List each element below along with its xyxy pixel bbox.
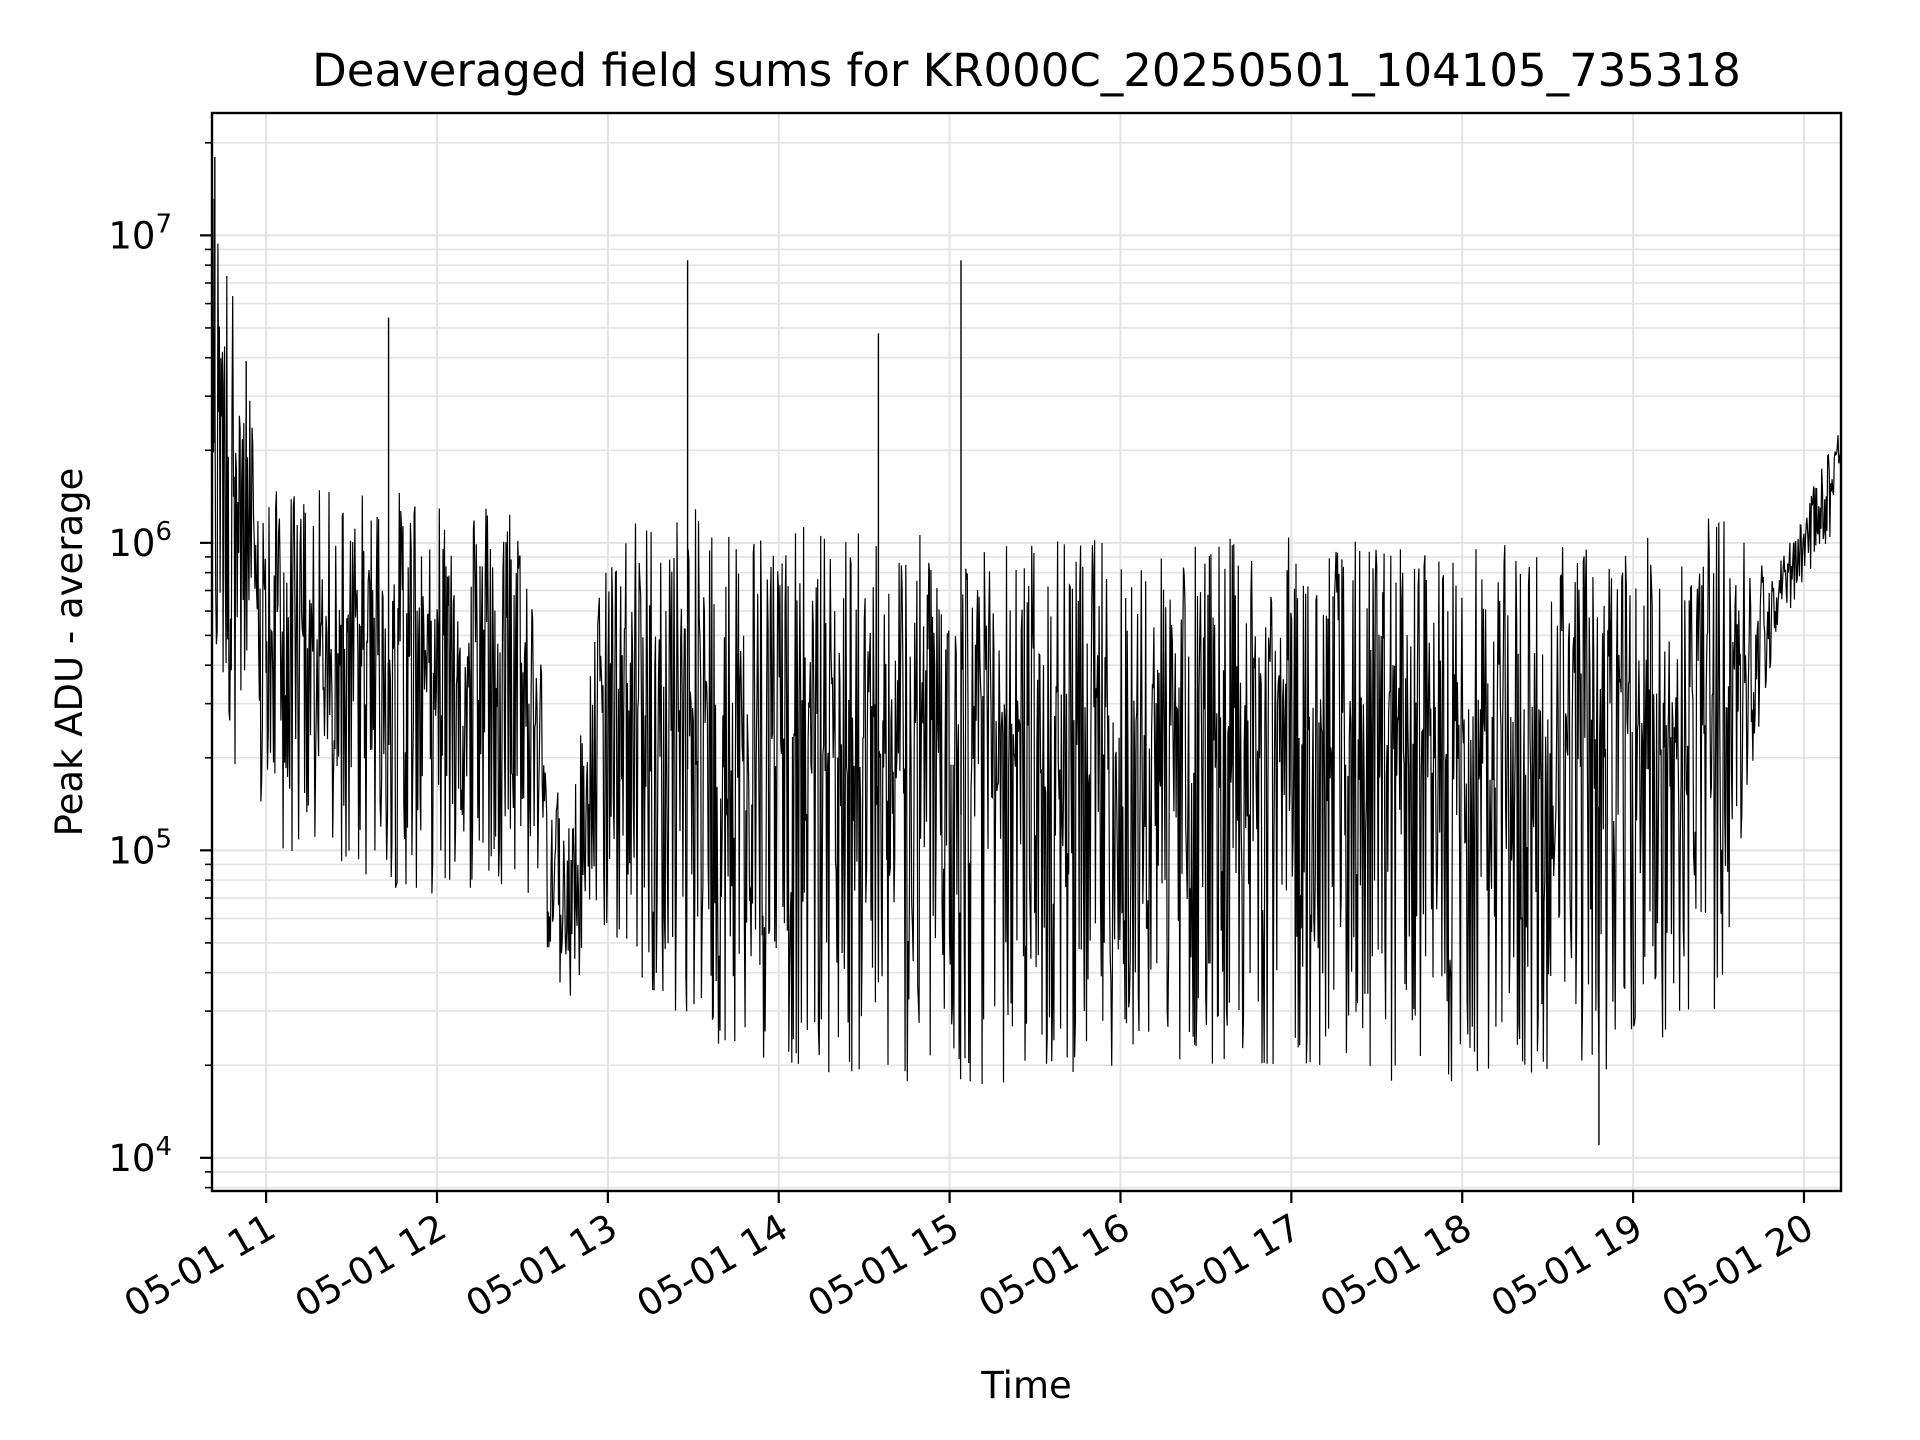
series-line — [211, 198, 1842, 1085]
y-tick-label: 104 — [108, 1132, 172, 1180]
y-tick-label: 106 — [108, 517, 172, 565]
spikes — [214, 156, 1600, 1146]
chart-title: Deaveraged field sums for KR000C_2025050… — [312, 44, 1741, 97]
x-axis-label: Time — [980, 1364, 1072, 1407]
y-tick-label: 107 — [108, 209, 172, 257]
y-axis-label: Peak ADU - average — [48, 468, 91, 837]
y-tick-label: 105 — [108, 824, 172, 872]
plot-frame — [210, 111, 1843, 1193]
